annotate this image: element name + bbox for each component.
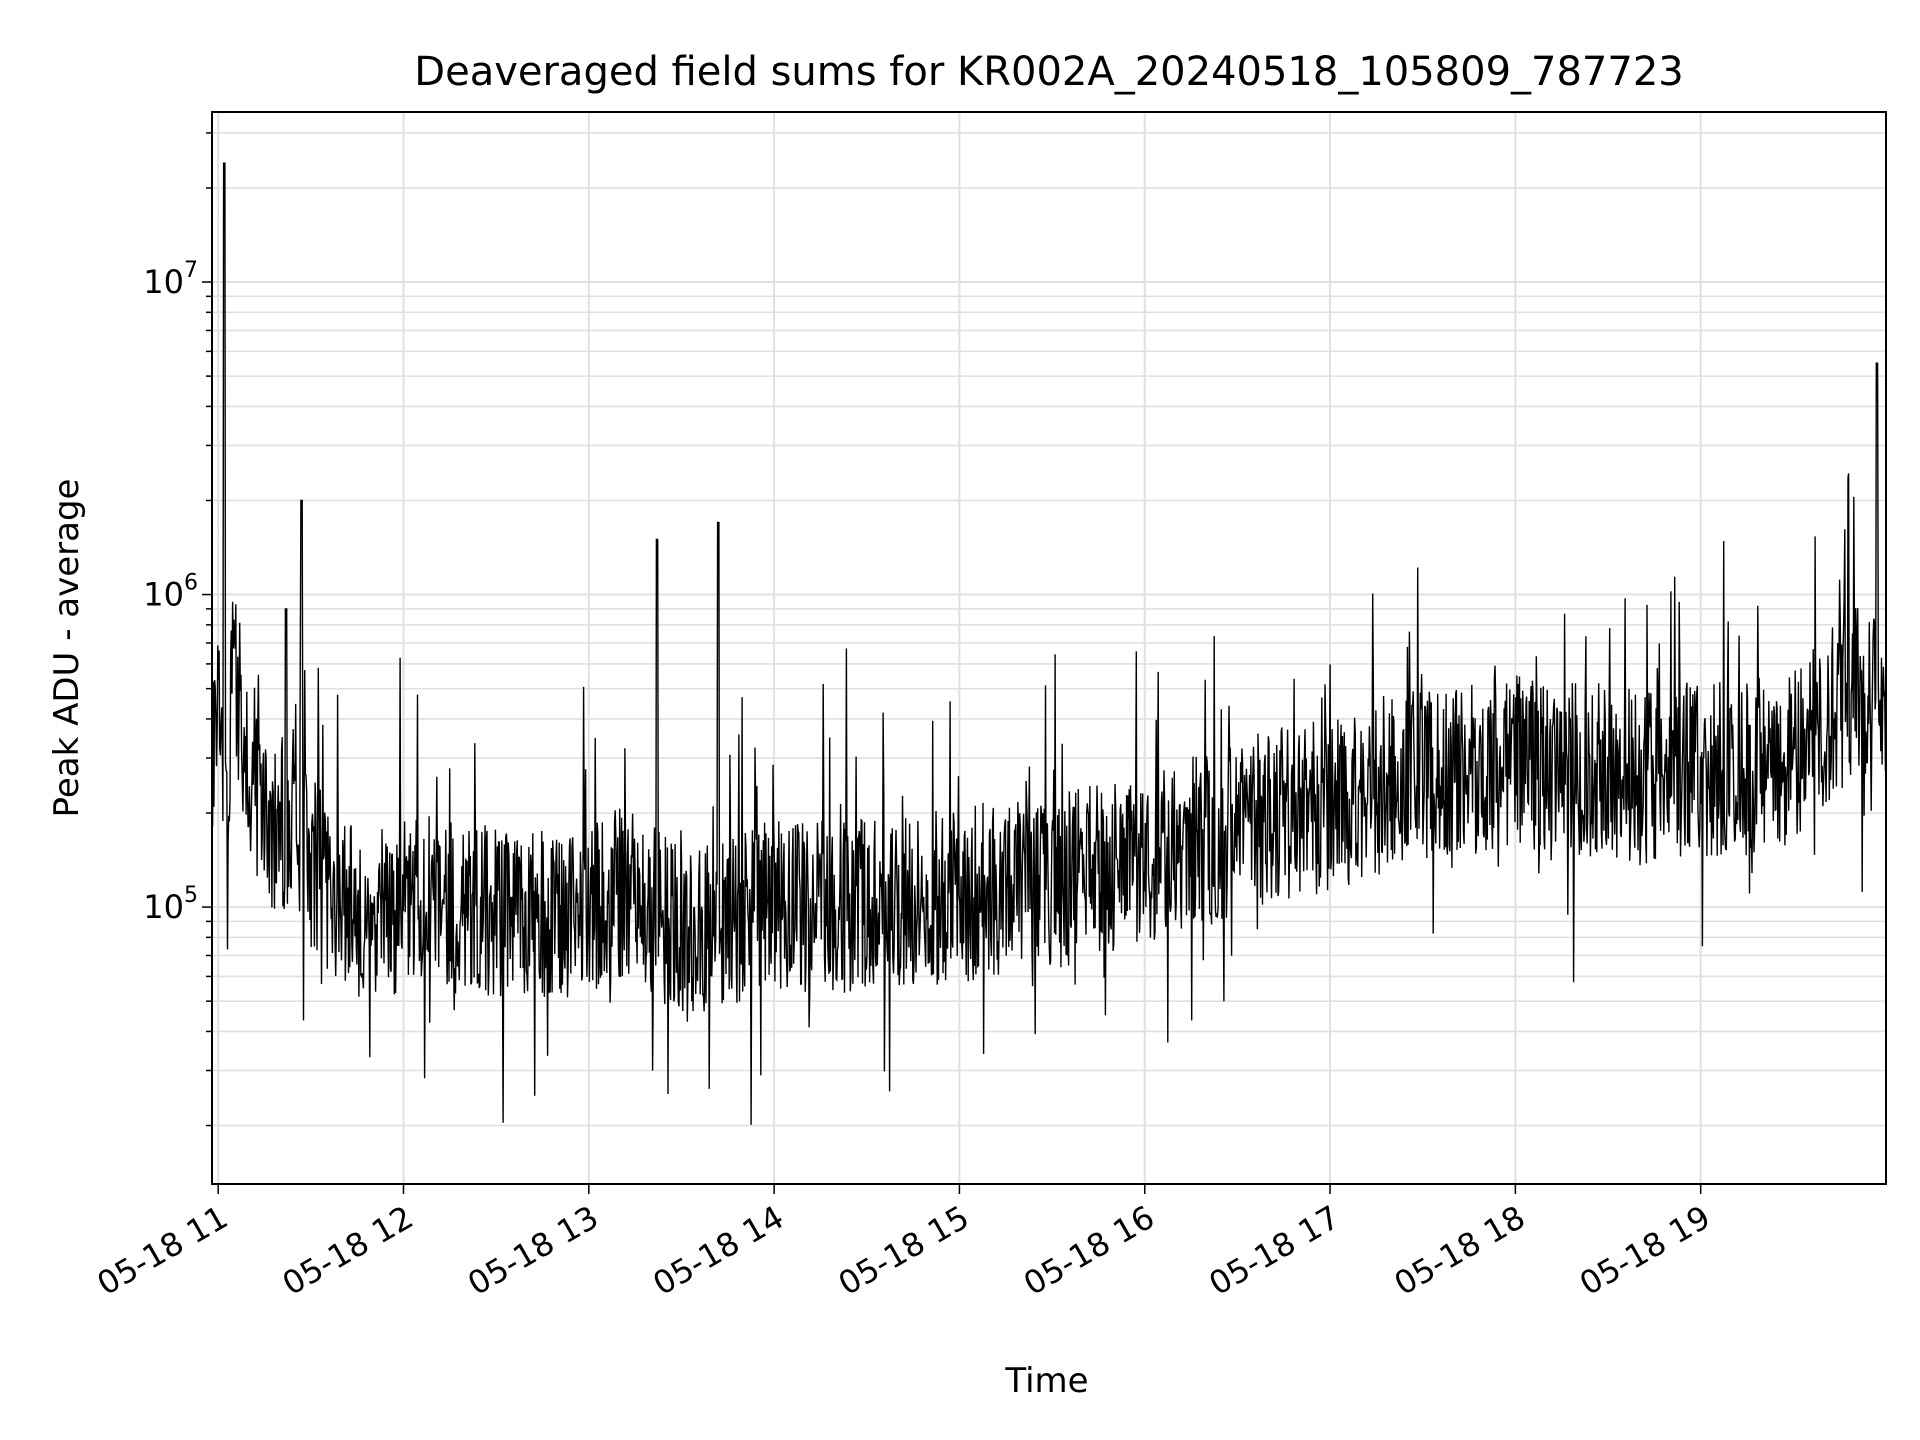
y-axis-label: Peak ADU - average (47, 479, 87, 818)
y-tick-label: 106 (143, 571, 198, 614)
plot-frame (211, 111, 1887, 1185)
x-axis-label: Time (1004, 1361, 1088, 1401)
y-axis: 105 106 107 (143, 132, 212, 1127)
series-line (211, 162, 1887, 1125)
y-tick-label: 105 (143, 883, 198, 926)
y-tick-label: 107 (143, 258, 198, 301)
chart-title: Deaveraged field sums for KR002A_2024051… (414, 49, 1683, 95)
series-group (211, 162, 1887, 1125)
